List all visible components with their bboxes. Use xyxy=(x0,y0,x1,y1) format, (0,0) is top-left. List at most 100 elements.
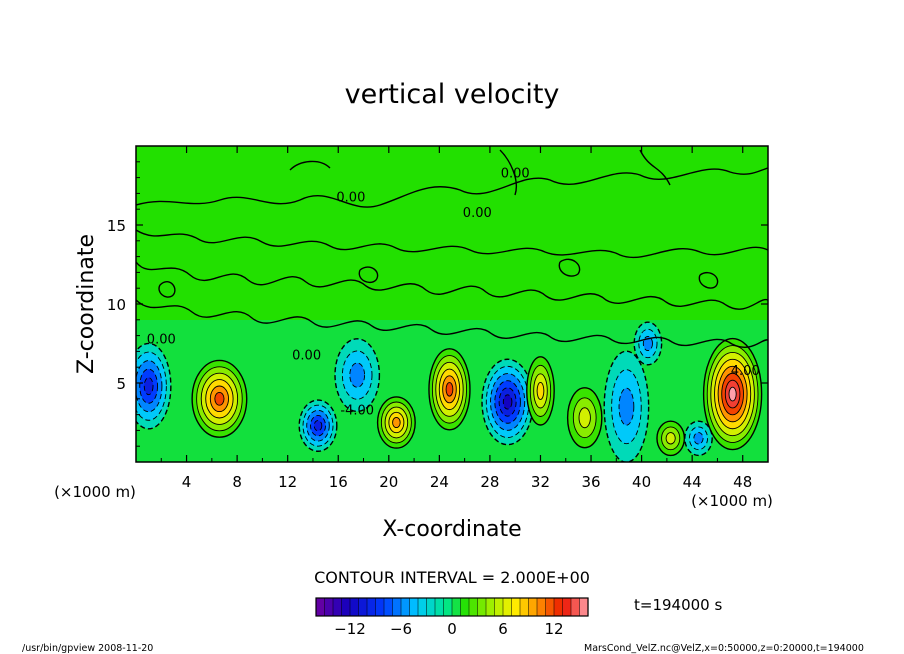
colorbar-segment xyxy=(451,597,462,617)
colorbar-tick-label: 0 xyxy=(447,620,457,638)
y-tick-label: 10 xyxy=(107,296,126,314)
velocity-cell xyxy=(191,359,248,438)
contour-label: 0.00 xyxy=(336,190,365,205)
x-unit-label-right: (×1000 m) xyxy=(691,492,773,510)
colorbar-segment xyxy=(409,597,419,617)
contour-level xyxy=(665,432,676,445)
colorbar-tick-label: −6 xyxy=(390,620,412,638)
contour-level xyxy=(693,432,704,445)
y-tick-label: 15 xyxy=(107,217,126,235)
velocity-cell xyxy=(684,420,713,457)
x-tick-label: 8 xyxy=(232,473,242,491)
colorbar-segment xyxy=(341,597,351,617)
contour-label: 4.00 xyxy=(731,364,760,379)
colorbar-segment xyxy=(502,597,513,617)
colorbar-segment xyxy=(468,597,479,617)
colorbar-frame xyxy=(315,597,589,617)
contour-level xyxy=(349,362,366,388)
plot-area: 0.00 0.00 0.00 -4.00 0.00 0.00 4.00 xyxy=(136,146,768,462)
x-tick-label: 16 xyxy=(329,473,348,491)
colorbar-segment xyxy=(477,597,487,617)
x-tick-label: 36 xyxy=(581,473,600,491)
velocity-cell xyxy=(566,387,603,449)
colorbar-segment xyxy=(417,597,428,617)
contour-level xyxy=(536,381,545,400)
x-tick-label: 32 xyxy=(531,473,550,491)
x-tick-label: 24 xyxy=(430,473,449,491)
velocity-cell xyxy=(334,338,381,413)
contour-label: 0.00 xyxy=(147,333,176,348)
colorbar-segment xyxy=(400,597,411,617)
x-tick-label: 20 xyxy=(379,473,398,491)
x-tick-label: 40 xyxy=(632,473,651,491)
chart-title: vertical velocity xyxy=(345,79,560,110)
contour-level xyxy=(445,382,454,397)
colorbar-tick-label: 12 xyxy=(544,620,563,638)
y-axis-label: Z-coordinate xyxy=(74,234,99,374)
colorbar xyxy=(315,597,589,617)
colorbar-segment xyxy=(426,597,436,617)
colorbar-segment xyxy=(358,597,368,617)
upper-noise-contours xyxy=(136,149,768,349)
colorbar-tick-label: 6 xyxy=(498,620,508,638)
contour-level xyxy=(618,387,635,426)
colorbar-segment xyxy=(315,597,326,617)
colorbar-tick-label: −12 xyxy=(334,620,366,638)
velocity-cell xyxy=(136,342,172,430)
velocity-cells-layer xyxy=(136,321,763,462)
colorbar-segment xyxy=(349,597,360,617)
colorbar-segment xyxy=(570,597,581,617)
colorbar-tick-labels: −12 −6 0 6 12 xyxy=(334,620,563,638)
velocity-cell xyxy=(481,358,534,446)
colorbar-segment xyxy=(562,597,572,617)
colorbar-segment xyxy=(536,597,547,617)
colorbar-segment xyxy=(579,597,589,617)
colorbar-segment xyxy=(460,597,470,617)
y-axis-ticks: 5 10 15 xyxy=(107,161,768,447)
contour-label: 0.00 xyxy=(463,206,492,221)
colorbar-segment xyxy=(383,597,394,617)
colorbar-segment xyxy=(553,597,564,617)
contour-level xyxy=(313,420,323,432)
x-tick-label: 12 xyxy=(278,473,297,491)
contour-level xyxy=(728,386,737,402)
y-tick-label: 5 xyxy=(116,375,126,393)
velocity-cell xyxy=(633,321,663,366)
velocity-cell xyxy=(298,399,338,452)
colorbar-segment xyxy=(366,597,377,617)
contour-label: -4.00 xyxy=(340,404,374,419)
contour-label: 0.00 xyxy=(501,167,530,182)
x-tick-label: 44 xyxy=(683,473,702,491)
colorbar-segment xyxy=(332,597,343,617)
contour-level xyxy=(578,407,591,429)
contour-level xyxy=(143,377,154,396)
colorbar-segment xyxy=(545,597,555,617)
colorbar-segment xyxy=(375,597,385,617)
colorbar-segment xyxy=(528,597,538,617)
colorbar-segment xyxy=(511,597,521,617)
x-axis-ticks: 4 8 12 16 20 24 28 32 36 40 44 48 xyxy=(160,146,752,491)
x-tick-label: 48 xyxy=(733,473,752,491)
contour-level xyxy=(392,416,401,429)
footer-left: /usr/bin/gpview 2008-11-20 xyxy=(22,643,153,654)
colorbar-segment xyxy=(392,597,402,617)
velocity-cell xyxy=(526,356,555,426)
contour-label: 0.00 xyxy=(292,348,321,363)
contour-level xyxy=(502,394,513,410)
time-label: t=194000 s xyxy=(634,596,722,614)
footer-right: MarsCond_VelZ.nc@VelZ,x=0:50000,z=0:2000… xyxy=(584,643,864,654)
velocity-cell xyxy=(428,348,471,431)
colorbar-segment xyxy=(485,597,496,617)
colorbar-segment xyxy=(434,597,445,617)
colorbar-segment xyxy=(443,597,453,617)
contour-labels: 0.00 0.00 0.00 -4.00 0.00 0.00 4.00 xyxy=(147,167,760,419)
colorbar-segment xyxy=(324,597,334,617)
x-tick-label: 4 xyxy=(182,473,192,491)
contour-interval-label: CONTOUR INTERVAL = 2.000E+00 xyxy=(314,568,590,587)
x-axis-label: X-coordinate xyxy=(382,517,521,542)
x-unit-label-left: (×1000 m) xyxy=(54,483,136,501)
colorbar-segment xyxy=(494,597,504,617)
colorbar-segment xyxy=(519,597,530,617)
contour-level xyxy=(214,391,225,406)
